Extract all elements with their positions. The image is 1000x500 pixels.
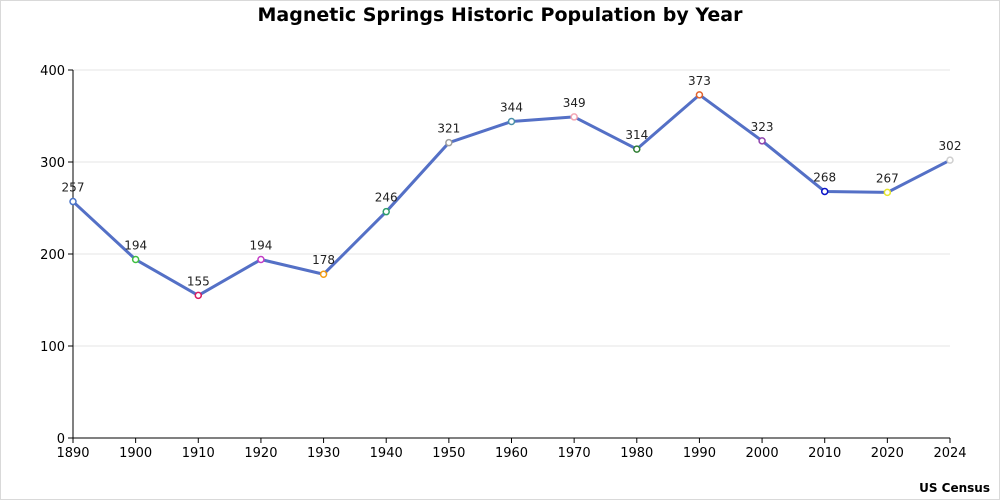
data-label-1990: 373 [688,74,711,88]
x-tick-label-1990: 1990 [683,446,716,461]
data-point-1890 [69,197,77,206]
data-label-2020: 267 [876,171,899,185]
x-tick-label-2024: 2024 [933,446,966,461]
data-label-1980: 314 [625,128,648,142]
y-tick-label-100: 100 [40,340,65,355]
data-label-2024: 302 [939,139,962,153]
data-point-1940 [382,207,390,216]
y-tick-label-0: 0 [57,432,65,447]
data-point-1980 [633,145,641,153]
x-tick-label-2010: 2010 [808,446,841,461]
data-label-1910: 155 [187,274,210,288]
data-label-1940: 246 [375,191,398,205]
data-labels: 257 194 155 194 178 246 321 344 349 314 373 323 268 2… [62,74,962,289]
data-point-2000 [758,137,766,145]
grid-lines [73,69,950,347]
data-label-2010: 268 [813,170,836,184]
data-point-1990 [695,91,704,99]
x-tick-label-2000: 2000 [746,446,779,461]
data-point-1960 [507,117,516,126]
x-tick-label-1960: 1960 [495,446,528,461]
source-label: US Census [919,481,990,495]
data-point-1910 [194,291,203,300]
y-tick-label-400: 400 [40,64,65,79]
axes: 0 100 200 300 400 1890 1900 1910 1920 1930 1940 195… [40,64,966,461]
data-label-2000: 323 [751,120,774,134]
data-point-1930 [319,270,328,278]
data-point-1970 [570,113,578,121]
data-label-1960: 344 [500,101,523,115]
x-tick-label-1950: 1950 [432,446,465,461]
data-label-1970: 349 [563,96,586,110]
x-tick-label-2020: 2020 [871,446,904,461]
x-tick-label-1980: 1980 [620,446,653,461]
x-tick-label-1910: 1910 [182,446,215,461]
data-label-1890: 257 [62,181,85,195]
x-tick-label-1900: 1900 [119,446,152,461]
data-point-2020 [883,188,892,197]
x-tick-label-1940: 1940 [370,446,403,461]
x-tick-label-1890: 1890 [56,446,89,461]
data-label-1900: 194 [124,239,147,253]
y-tick-label-300: 300 [40,156,65,171]
data-point-1900 [131,255,140,264]
data-point-1920 [257,255,265,264]
y-tick-label-200: 200 [40,248,65,263]
x-tick-label-1930: 1930 [307,446,340,461]
x-tick-label-1920: 1920 [244,446,277,461]
data-label-1930: 178 [312,253,335,267]
data-label-1950: 321 [437,122,460,136]
data-label-1920: 194 [249,239,272,253]
data-point-1950 [445,138,453,147]
x-tick-label-1970: 1970 [558,446,591,461]
data-points [69,91,954,300]
data-point-2024 [946,156,954,164]
data-point-2010 [820,187,829,196]
chart-title: Magnetic Springs Historic Population by … [257,4,743,26]
